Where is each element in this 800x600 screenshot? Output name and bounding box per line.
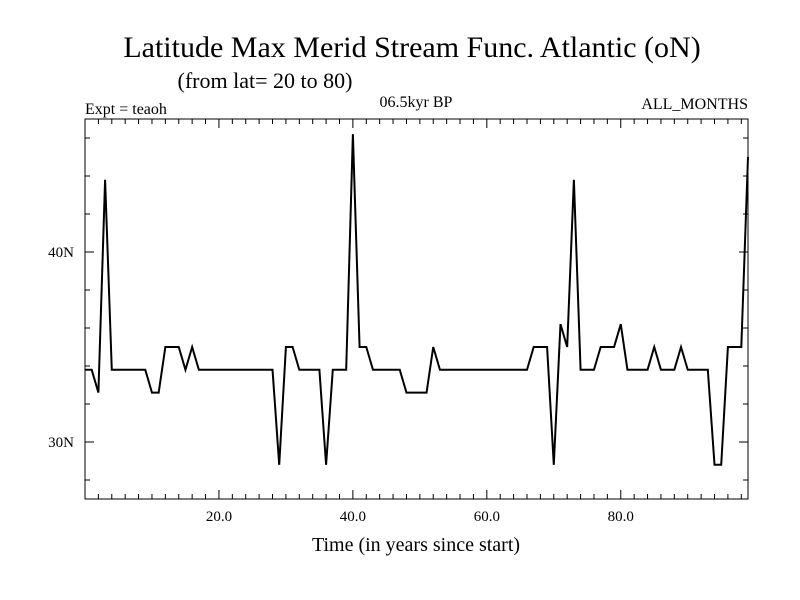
axis-tick-labels: 20.0 40.0 60.0 80.0 30N 40N	[48, 245, 634, 525]
period-label: 06.5kyr BP	[380, 94, 453, 111]
y-tick-label: 40N	[48, 245, 74, 261]
axis-ticks	[85, 119, 748, 499]
months-label: ALL_MONTHS	[641, 96, 748, 113]
plot-frame-group	[84, 118, 749, 500]
chart-subtitle: (from lat= 20 to 80)	[178, 68, 353, 93]
x-tick-label: 20.0	[206, 509, 232, 525]
x-tick-label: 80.0	[608, 509, 634, 525]
series-line	[85, 134, 749, 466]
y-tick-label: 30N	[48, 435, 74, 451]
x-tick-label: 60.0	[474, 509, 500, 525]
chart-title: Latitude Max Merid Stream Func. Atlantic…	[123, 31, 700, 64]
experiment-label: Expt = teaoh	[85, 101, 167, 118]
plot-frame	[84, 118, 749, 500]
x-tick-label: 40.0	[340, 509, 366, 525]
x-axis-label: Time (in years since start)	[312, 534, 520, 556]
